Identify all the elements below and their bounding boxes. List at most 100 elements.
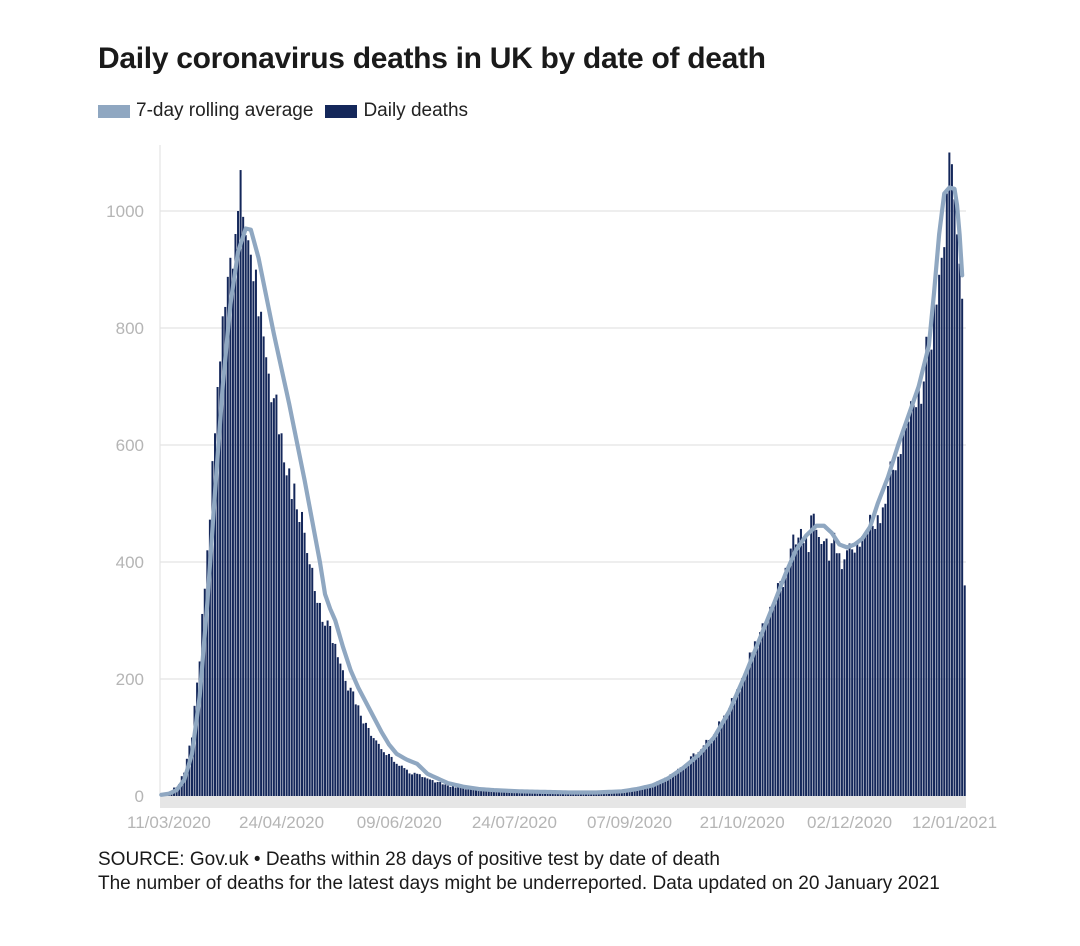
bar-daily-deaths xyxy=(336,657,339,796)
legend-item-daily-deaths: Daily deaths xyxy=(325,100,468,122)
bar-daily-deaths xyxy=(331,643,334,796)
bar-daily-deaths xyxy=(413,772,416,796)
bar-daily-deaths xyxy=(329,625,332,796)
bar-daily-deaths xyxy=(562,793,564,796)
bar-daily-deaths xyxy=(316,602,319,796)
bar-daily-deaths xyxy=(464,789,467,796)
bar-daily-deaths xyxy=(766,616,769,796)
bar-daily-deaths xyxy=(439,782,442,796)
bar-daily-deaths xyxy=(710,739,713,796)
bar-daily-deaths xyxy=(825,538,828,796)
bar-daily-deaths xyxy=(421,777,424,796)
bar-daily-deaths xyxy=(815,529,818,796)
bar-daily-deaths xyxy=(375,740,378,796)
bar-daily-deaths xyxy=(265,357,268,796)
bar-daily-deaths xyxy=(418,774,421,796)
bar-daily-deaths xyxy=(382,752,385,796)
bar-daily-deaths xyxy=(385,755,388,796)
bar-daily-deaths xyxy=(423,777,426,796)
bar-daily-deaths xyxy=(684,764,687,796)
y-tick-label-0: 0 xyxy=(135,787,144,806)
bar-daily-deaths xyxy=(843,559,846,796)
bar-daily-deaths xyxy=(935,304,938,796)
bar-daily-deaths xyxy=(851,549,854,796)
bar-daily-deaths xyxy=(290,499,293,796)
bar-daily-deaths xyxy=(643,785,646,796)
bar-daily-deaths xyxy=(275,394,278,796)
bar-daily-deaths xyxy=(334,643,337,796)
bar-daily-deaths xyxy=(244,235,247,797)
bar-daily-deaths xyxy=(771,606,774,796)
x-tick-label: 12/01/2021 xyxy=(912,813,997,832)
bar-daily-deaths xyxy=(324,625,327,796)
x-axis-ticks: 11/03/2020 24/04/2020 09/06/2020 24/07/2020… xyxy=(127,813,997,832)
bar-daily-deaths xyxy=(272,398,275,796)
bar-daily-deaths xyxy=(874,528,877,796)
bar-daily-deaths xyxy=(395,763,398,796)
bar-daily-deaths xyxy=(318,602,321,796)
bar-daily-deaths xyxy=(467,787,470,796)
bar-daily-deaths xyxy=(405,769,408,796)
x-tick-label: 24/07/2020 xyxy=(472,813,557,832)
chart-footer: SOURCE: Gov.uk • Deaths within 28 days o… xyxy=(98,848,1018,896)
bar-daily-deaths xyxy=(472,789,475,796)
bar-daily-deaths xyxy=(638,787,641,796)
bar-daily-deaths xyxy=(260,311,263,796)
bar-daily-deaths xyxy=(943,247,946,796)
bar-daily-deaths xyxy=(748,652,751,796)
bar-daily-deaths xyxy=(311,567,314,796)
bar-daily-deaths xyxy=(646,785,649,796)
bar-daily-deaths xyxy=(743,673,746,796)
bar-daily-deaths xyxy=(649,786,651,796)
bar-daily-deaths xyxy=(354,704,357,796)
bar-daily-deaths xyxy=(201,613,204,796)
bar-daily-deaths xyxy=(372,738,375,796)
bar-daily-deaths xyxy=(909,401,912,796)
bar-daily-deaths xyxy=(436,781,439,796)
source-text: SOURCE: Gov.uk • Deaths within 28 days o… xyxy=(98,849,720,870)
bar-daily-deaths xyxy=(948,152,951,796)
bar-daily-deaths xyxy=(805,535,808,796)
bar-daily-deaths xyxy=(794,544,797,796)
legend-label-rolling-average: 7-day rolling average xyxy=(136,100,314,121)
bar-daily-deaths xyxy=(692,753,695,796)
bar-daily-deaths xyxy=(945,193,948,796)
bar-daily-deaths xyxy=(515,792,518,796)
y-axis-ticks: 0 200 400 600 800 1000 xyxy=(106,202,144,806)
bar-daily-deaths xyxy=(810,515,813,796)
bar-daily-deaths xyxy=(457,786,460,796)
bar-daily-deaths xyxy=(193,705,196,796)
rolling-average-line xyxy=(159,185,965,797)
bar-daily-deaths xyxy=(219,361,222,796)
bar-daily-deaths xyxy=(357,705,360,796)
bar-daily-deaths xyxy=(695,754,698,796)
bar-daily-deaths xyxy=(812,513,815,796)
bar-daily-deaths xyxy=(820,544,823,796)
bar-daily-deaths xyxy=(239,170,242,797)
bar-daily-deaths xyxy=(551,792,554,796)
bar-daily-deaths xyxy=(242,216,245,797)
bar-daily-deaths xyxy=(295,509,298,796)
bar-daily-deaths xyxy=(925,336,928,796)
bar-daily-deaths xyxy=(915,407,918,796)
bar-daily-deaths xyxy=(364,722,367,797)
bar-daily-deaths xyxy=(730,698,733,796)
bar-daily-deaths xyxy=(838,553,841,796)
bar-daily-deaths xyxy=(666,777,669,796)
bar-daily-deaths xyxy=(288,468,291,796)
chart-plot: 0 200 400 600 800 1000 11/03/2020 24/04/2020 09… xyxy=(106,145,997,832)
bar-daily-deaths xyxy=(879,523,882,796)
bar-daily-deaths xyxy=(462,787,465,796)
bar-daily-deaths xyxy=(380,749,383,796)
bar-daily-deaths xyxy=(789,548,792,796)
bar-daily-deaths xyxy=(846,550,849,796)
bar-daily-deaths xyxy=(917,386,920,796)
bar-daily-deaths xyxy=(797,537,800,796)
bar-daily-deaths xyxy=(428,779,431,796)
bar-daily-deaths xyxy=(674,773,677,796)
bar-daily-deaths xyxy=(822,541,825,796)
bar-daily-deaths xyxy=(605,792,608,796)
bar-daily-deaths xyxy=(920,403,923,796)
bar-daily-deaths xyxy=(188,745,191,796)
bar-daily-deaths xyxy=(746,668,749,796)
